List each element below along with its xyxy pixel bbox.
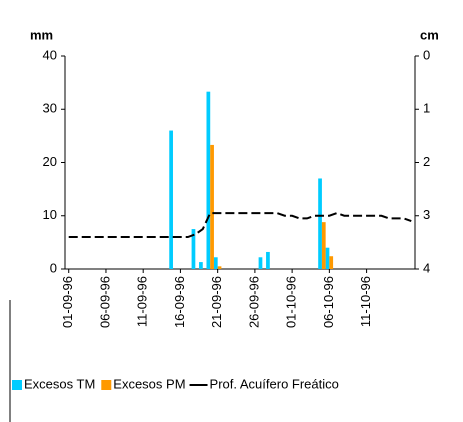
y2-tick-label: 1 [423, 101, 430, 116]
y-tick-label: 40 [43, 47, 57, 62]
x-tick-label: 01-09-96 [60, 276, 75, 328]
legend-swatch [101, 380, 112, 390]
x-tick-label: 06-10-96 [321, 276, 336, 328]
y2-tick-label: 0 [423, 47, 430, 62]
bar [318, 178, 322, 269]
bar [329, 256, 334, 269]
y2-axis-label: cm [420, 27, 439, 42]
bar [321, 222, 326, 269]
x-tick-label: 06-09-96 [97, 276, 112, 328]
bar [258, 257, 263, 269]
x-tick-label: 16-09-96 [172, 276, 187, 328]
x-tick-label: 11-10-96 [358, 276, 373, 327]
y-axis-label: mm [30, 27, 53, 42]
y2-tick-label: 2 [423, 154, 430, 169]
x-tick-label: 11-09-96 [135, 276, 150, 327]
bar [213, 257, 218, 269]
x-tick-label: 21-09-96 [209, 276, 224, 328]
bar [325, 247, 330, 269]
y2-tick-label: 3 [423, 207, 430, 222]
y-tick-label: 20 [43, 154, 57, 169]
line [68, 212, 412, 239]
bar [206, 91, 211, 270]
bar [199, 262, 203, 269]
bar [217, 266, 222, 269]
legend-swatch [12, 380, 22, 390]
x-tick-label: 26-09-96 [246, 276, 261, 328]
legend-label: Prof. Acuífero Freático [210, 376, 339, 391]
bar [191, 229, 196, 269]
legend-label: Excesos PM [113, 376, 185, 391]
y2-tick-label: 4 [423, 260, 430, 275]
y-tick-label: 10 [43, 207, 57, 222]
y-tick-label: 30 [43, 101, 57, 116]
y-tick-label: 0 [50, 260, 57, 275]
bar [169, 130, 173, 269]
legend-label: Excesos TM [24, 376, 95, 391]
x-tick-label: 01-10-96 [284, 276, 299, 328]
bar [210, 144, 214, 269]
bar [266, 251, 270, 269]
